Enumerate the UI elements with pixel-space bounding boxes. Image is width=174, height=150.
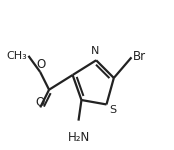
Text: Br: Br (133, 50, 146, 63)
Text: O: O (36, 96, 45, 109)
Text: H₂N: H₂N (67, 131, 90, 144)
Text: CH₃: CH₃ (6, 51, 27, 61)
Text: S: S (109, 105, 116, 115)
Text: O: O (36, 58, 46, 71)
Text: N: N (90, 46, 99, 56)
